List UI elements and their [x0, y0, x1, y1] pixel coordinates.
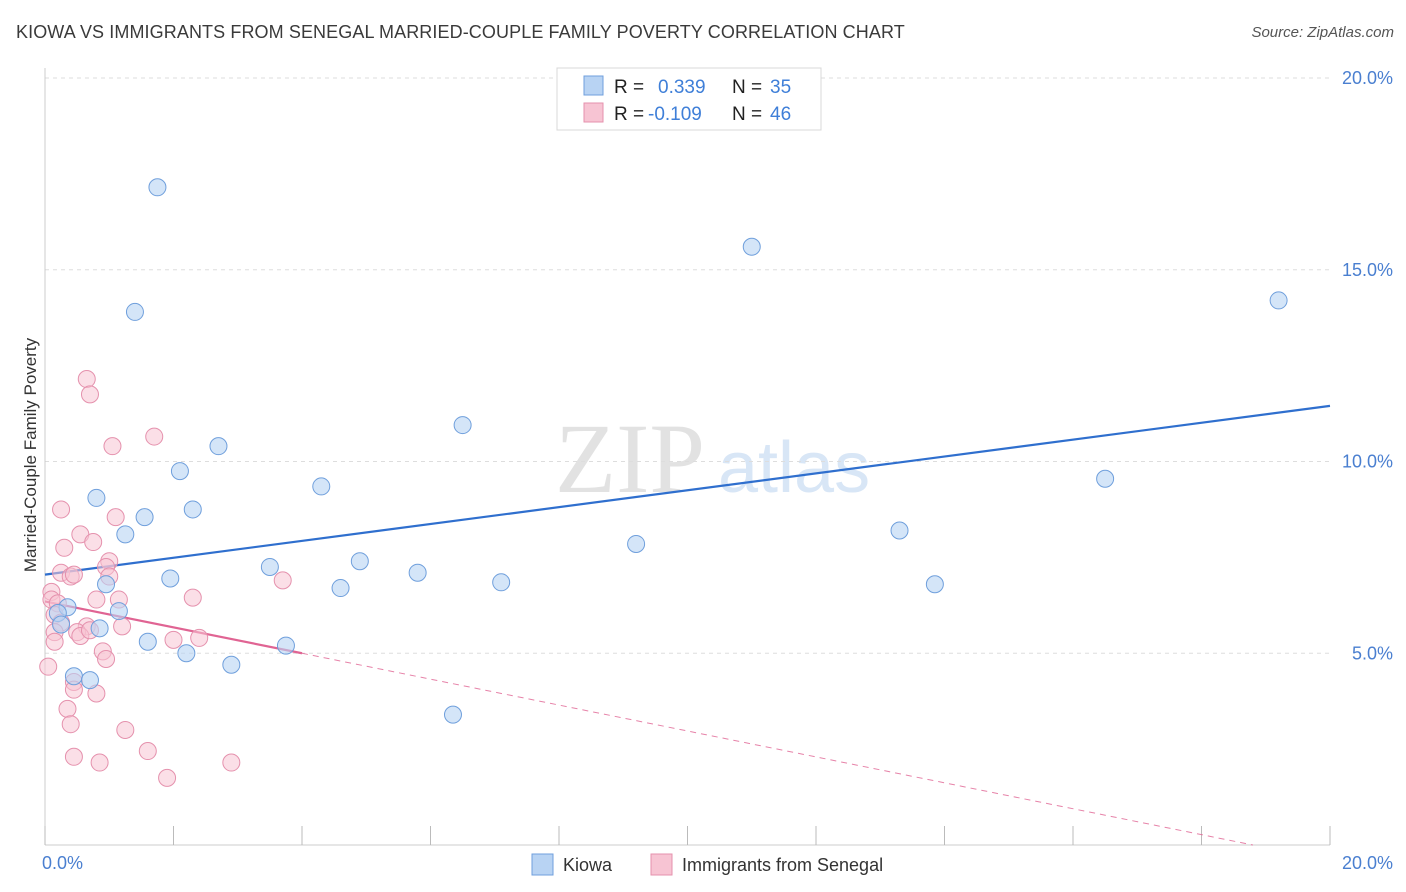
trendline-kiowa: [44, 404, 1331, 576]
legend-swatch-kiowa: [583, 75, 604, 96]
y-tick-label: 15.0%: [1342, 260, 1393, 280]
point-kiowa: [492, 573, 511, 592]
point-kiowa: [1269, 291, 1288, 310]
legend-r-label-kiowa: R =: [614, 77, 644, 98]
point-senegal: [58, 699, 77, 718]
y-tick-label: 10.0%: [1342, 452, 1393, 472]
legend-n-label-senegal: N =: [732, 104, 762, 125]
point-kiowa: [97, 575, 116, 594]
point-kiowa: [125, 302, 144, 321]
point-senegal: [84, 533, 103, 552]
trendline-senegal: [44, 600, 303, 655]
point-kiowa: [52, 615, 71, 634]
legend-r-value-senegal: -0.109: [648, 104, 702, 125]
legend-n-label-kiowa: N =: [732, 77, 762, 98]
point-kiowa: [350, 552, 369, 571]
series-legend-swatch-senegal: [650, 853, 673, 876]
x-tick-label-max: 20.0%: [1342, 853, 1393, 873]
point-senegal: [145, 427, 164, 446]
point-senegal: [77, 370, 96, 389]
point-senegal: [116, 720, 135, 739]
point-senegal: [55, 538, 74, 557]
point-senegal: [164, 630, 183, 649]
point-senegal: [45, 632, 64, 651]
point-kiowa: [408, 563, 427, 582]
point-kiowa: [80, 671, 99, 690]
point-senegal: [158, 768, 177, 787]
correlation-legend: R = 0.339 N = 35 R = -0.109 N = 46: [556, 67, 822, 131]
tick-labels: 5.0% 10.0% 15.0% 20.0% 0.0% 20.0%: [42, 68, 1393, 873]
point-kiowa: [135, 508, 154, 527]
point-senegal: [87, 590, 106, 609]
source-credit: Source: ZipAtlas.com: [1251, 24, 1394, 41]
series-legend-swatch-kiowa: [531, 853, 554, 876]
point-kiowa: [627, 534, 646, 553]
point-senegal: [138, 742, 157, 761]
point-kiowa: [260, 557, 279, 576]
point-kiowa: [890, 521, 909, 540]
point-senegal: [273, 571, 292, 590]
point-kiowa: [209, 437, 228, 456]
trendline-senegal-extension: [301, 652, 1253, 846]
point-senegal: [183, 588, 202, 607]
point-senegal: [222, 753, 241, 772]
point-kiowa: [925, 575, 944, 594]
point-senegal: [39, 657, 58, 676]
y-axis-title: Married-Couple Family Poverty: [21, 337, 40, 572]
point-kiowa: [312, 477, 331, 496]
legend-n-value-senegal: 46: [770, 104, 791, 125]
y-tick-label: 20.0%: [1342, 68, 1393, 88]
trendlines: [44, 404, 1331, 846]
point-kiowa: [1096, 469, 1115, 488]
point-senegal: [103, 437, 122, 456]
point-kiowa: [443, 705, 462, 724]
series-legend: Kiowa Immigrants from Senegal: [531, 853, 883, 876]
point-kiowa: [453, 416, 472, 435]
point-kiowa: [138, 632, 157, 651]
legend-swatch-senegal: [583, 102, 604, 123]
y-tick-label: 5.0%: [1352, 643, 1393, 663]
point-kiowa: [170, 462, 189, 481]
point-kiowa: [87, 488, 106, 507]
point-kiowa: [183, 500, 202, 519]
point-kiowa: [148, 178, 167, 197]
series-legend-label-senegal: Immigrants from Senegal: [682, 855, 883, 875]
legend-n-value-kiowa: 35: [770, 77, 791, 98]
point-kiowa: [276, 636, 295, 655]
data-points: [39, 178, 1288, 787]
point-senegal: [90, 753, 109, 772]
point-kiowa: [161, 569, 180, 588]
gridlines: [45, 77, 1330, 654]
point-kiowa: [64, 667, 83, 686]
chart-title: KIOWA VS IMMIGRANTS FROM SENEGAL MARRIED…: [16, 22, 905, 42]
watermark-atlas: atlas: [718, 428, 870, 508]
point-kiowa: [116, 525, 135, 544]
point-senegal: [190, 628, 209, 647]
point-senegal: [80, 385, 99, 404]
point-senegal: [64, 747, 83, 766]
point-kiowa: [742, 237, 761, 256]
point-kiowa: [331, 579, 350, 598]
point-kiowa: [222, 655, 241, 674]
point-senegal: [61, 715, 80, 734]
point-kiowa: [109, 602, 128, 621]
point-senegal: [113, 617, 132, 636]
point-senegal: [97, 650, 116, 669]
watermark-zip: ZIP: [555, 403, 705, 514]
axes: [44, 68, 1331, 846]
legend-r-label-senegal: R =: [614, 104, 644, 125]
point-kiowa: [90, 619, 109, 638]
point-senegal: [106, 508, 125, 527]
point-kiowa: [177, 644, 196, 663]
legend-r-value-kiowa: 0.339: [658, 77, 706, 98]
point-senegal: [64, 565, 83, 584]
series-legend-label-kiowa: Kiowa: [563, 855, 613, 875]
point-senegal: [52, 500, 71, 519]
x-tick-label-min: 0.0%: [42, 853, 83, 873]
